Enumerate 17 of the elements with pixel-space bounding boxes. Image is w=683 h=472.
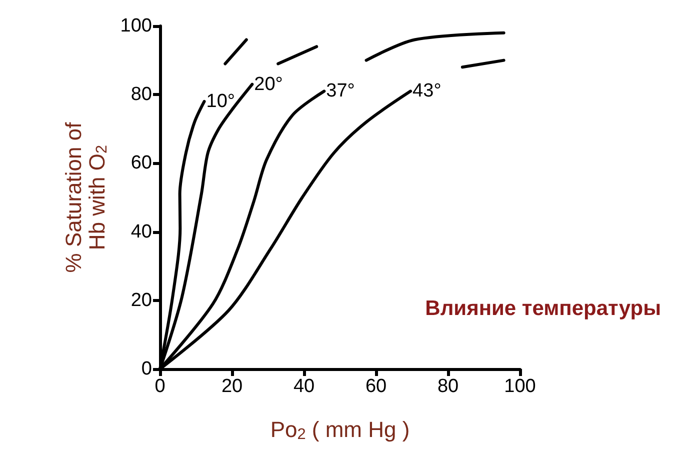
x-tick-label: 80 xyxy=(437,376,459,397)
y-tick-label: 60 xyxy=(130,152,152,174)
x-tick-label: 60 xyxy=(365,376,387,397)
series-label: 20° xyxy=(254,74,283,95)
series-label: 10° xyxy=(206,90,236,112)
y-tick-label: 100 xyxy=(120,16,152,36)
y-tick-label: 80 xyxy=(130,84,152,106)
x-tick-label: 0 xyxy=(154,376,166,397)
annotation: Влияние температуры xyxy=(425,297,662,320)
series-label: 37° xyxy=(326,80,355,102)
x-tick-label: 40 xyxy=(293,376,315,397)
y-tick-label: 0 xyxy=(141,358,152,380)
x-tick-label: 20 xyxy=(221,376,243,397)
y-tick-label: 40 xyxy=(130,221,152,242)
y-tick-label: 20 xyxy=(130,290,152,311)
x-tick-label: 100 xyxy=(504,376,536,397)
series-label: 43° xyxy=(412,80,442,102)
